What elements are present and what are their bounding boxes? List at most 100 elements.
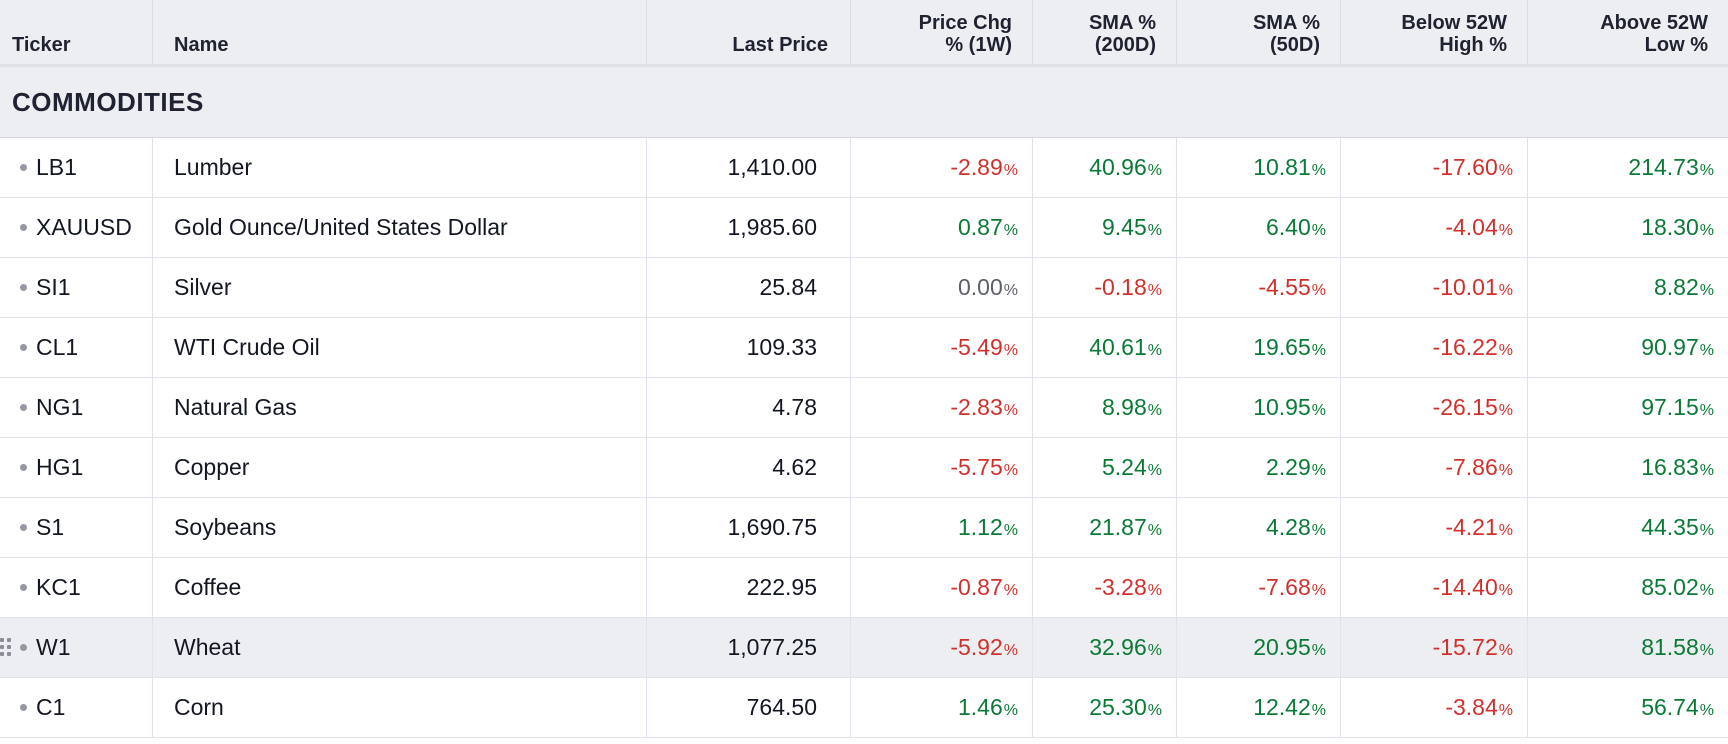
percent-value: 16.83% [1641,454,1714,481]
above-52w-low-cell: 56.74% [1528,678,1728,737]
ticker-symbol: LB1 [36,154,77,180]
ticker-symbol: S1 [36,514,65,540]
percent-number: 56.74 [1641,694,1699,720]
percent-sign: % [1311,342,1326,359]
section-header-commodities[interactable]: COMMODITIES [0,67,1728,138]
below-52w-high-cell: -4.21% [1341,498,1528,557]
table-row[interactable]: HG1 Copper 4.62 -5.75% 5.24% 2.29% -7.86% 16.83… [0,438,1728,498]
table-row[interactable]: LB1 Lumber 1,410.00 -2.89% 40.96% 10.81% -17.6… [0,138,1728,198]
sma-50d-cell: 20.95% [1177,618,1341,677]
sma-50d-cell: 10.95% [1177,378,1341,437]
instrument-name: Wheat [174,634,241,660]
header-label: SMA % (200D) [1088,12,1156,56]
column-header-below-52w-high[interactable]: Below 52W High % [1341,0,1528,64]
percent-sign: % [1003,522,1018,539]
above-52w-low-cell: 8.82% [1528,258,1728,317]
name-cell: Lumber [153,138,647,197]
percent-number: -17.60 [1432,154,1498,180]
percent-value: 85.02% [1641,574,1714,601]
percent-sign: % [1147,582,1162,599]
ticker-cell[interactable]: CL1 [0,318,153,377]
ticker-cell[interactable]: LB1 [0,138,153,197]
above-52w-low-cell: 214.73% [1528,138,1728,197]
status-dot-icon [20,464,27,471]
percent-number: -2.89 [950,154,1003,180]
percent-value: -3.84% [1445,694,1513,721]
ticker-cell[interactable]: XAUUSD [0,198,153,257]
ticker-symbol: NG1 [36,394,84,420]
header-label: Last Price [732,34,828,56]
table-row[interactable]: W1 Wheat 1,077.25 -5.92% 32.96% 20.95% -15.72%… [0,618,1728,678]
percent-sign: % [1147,642,1162,659]
ticker-cell[interactable]: C1 [0,678,153,737]
column-header-above-52w-low[interactable]: Above 52W Low % [1528,0,1728,64]
price-change-cell: -2.83% [851,378,1033,437]
percent-sign: % [1699,642,1714,659]
price-change-cell: -5.49% [851,318,1033,377]
ticker-symbol: XAUUSD [36,214,132,240]
header-label: Name [174,34,229,56]
ticker-cell[interactable]: S1 [0,498,153,557]
percent-value: 20.95% [1253,634,1326,661]
header-label: Price Chg% (1W) [918,12,1012,56]
above-52w-low-cell: 85.02% [1528,558,1728,617]
column-header-price-change[interactable]: Price Chg% (1W) [851,0,1033,64]
percent-number: 1.46 [958,694,1003,720]
percent-number: 1.12 [958,514,1003,540]
below-52w-high-cell: -26.15% [1341,378,1528,437]
percent-value: 10.81% [1253,154,1326,181]
table-row[interactable]: S1 Soybeans 1,690.75 1.12% 21.87% 4.28% -4.21%… [0,498,1728,558]
percent-sign: % [1498,582,1513,599]
drag-handle-icon[interactable] [0,637,12,658]
name-cell: Wheat [153,618,647,677]
percent-sign: % [1147,402,1162,419]
column-header-last-price[interactable]: Last Price [647,0,851,64]
ticker-cell[interactable]: NG1 [0,378,153,437]
last-price-value: 764.50 [746,694,817,720]
column-header-name[interactable]: Name [153,0,647,64]
percent-sign: % [1498,222,1513,239]
price-change-cell: -2.89% [851,138,1033,197]
table-row[interactable]: CL1 WTI Crude Oil 109.33 -5.49% 40.61% 19.65%… [0,318,1728,378]
below-52w-high-cell: -3.84% [1341,678,1528,737]
sma-50d-cell: -7.68% [1177,558,1341,617]
status-dot-icon [20,524,27,531]
percent-value: -2.89% [950,154,1018,181]
sma-50d-cell: 19.65% [1177,318,1341,377]
percent-value: 97.15% [1641,394,1714,421]
column-header-sma-50d[interactable]: SMA % (50D) [1177,0,1341,64]
percent-value: 10.95% [1253,394,1326,421]
status-dot-icon [20,584,27,591]
table-row[interactable]: XAUUSD Gold Ounce/United States Dollar 1,9… [0,198,1728,258]
table-row[interactable]: NG1 Natural Gas 4.78 -2.83% 8.98% 10.95% -26.1… [0,378,1728,438]
below-52w-high-cell: -7.86% [1341,438,1528,497]
ticker-symbol: HG1 [36,454,84,480]
table-header: Ticker Name Last Price Price Chg% (1W) S… [0,0,1728,67]
percent-number: 0.87 [958,214,1003,240]
header-label: Above 52W Low % [1600,12,1708,56]
percent-sign: % [1147,222,1162,239]
last-price-cell: 1,410.00 [647,138,851,197]
percent-number: 18.30 [1641,214,1699,240]
ticker-cell[interactable]: SI1 [0,258,153,317]
percent-value: -4.21% [1445,514,1513,541]
ticker-cell[interactable]: KC1 [0,558,153,617]
table-row[interactable]: KC1 Coffee 222.95 -0.87% -3.28% -7.68% -14.40%… [0,558,1728,618]
table-row[interactable]: C1 Corn 764.50 1.46% 25.30% 12.42% -3.84% 56.74… [0,678,1728,738]
ticker-cell[interactable]: HG1 [0,438,153,497]
price-change-cell: -0.87% [851,558,1033,617]
table-row[interactable]: SI1 Silver 25.84 0.00% -0.18% -4.55% -10.01% 8.… [0,258,1728,318]
percent-value: -4.55% [1258,274,1326,301]
column-header-ticker[interactable]: Ticker [0,0,153,64]
percent-sign: % [1311,222,1326,239]
column-header-sma-200d[interactable]: SMA % (200D) [1033,0,1177,64]
below-52w-high-cell: -10.01% [1341,258,1528,317]
percent-value: -15.72% [1433,634,1513,661]
percent-value: 9.45% [1102,214,1162,241]
percent-number: -10.01 [1432,274,1498,300]
percent-number: -7.86 [1445,454,1498,480]
percent-sign: % [1147,702,1162,719]
percent-number: 9.45 [1102,214,1147,240]
ticker-cell[interactable]: W1 [0,618,153,677]
percent-value: -5.75% [950,454,1018,481]
